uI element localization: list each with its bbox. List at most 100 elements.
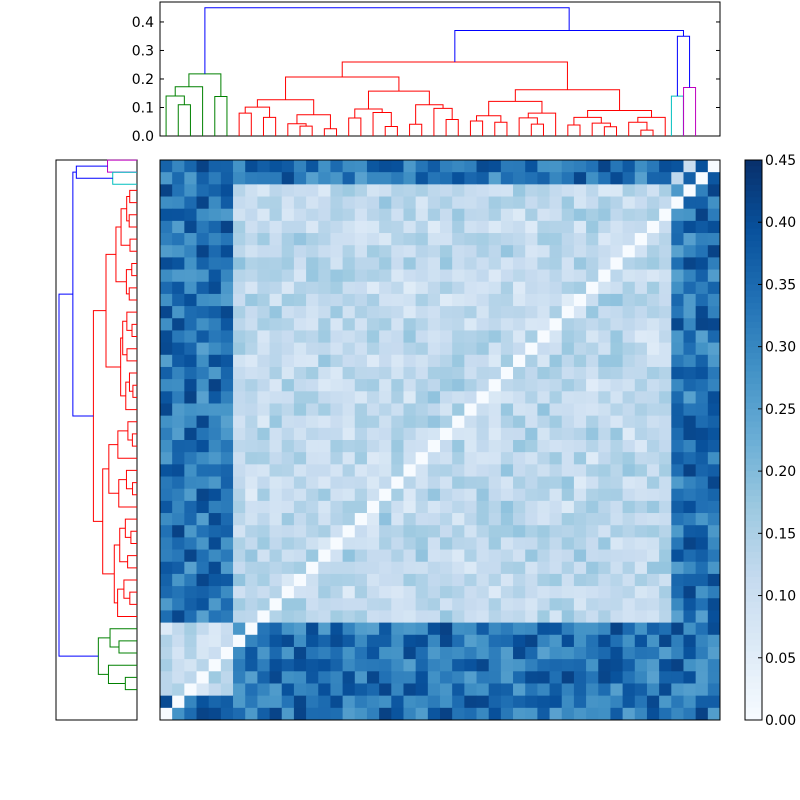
heatmap-cell xyxy=(330,476,343,490)
heatmap-cell xyxy=(464,160,477,173)
heatmap-cell xyxy=(622,293,636,307)
heatmap-cell xyxy=(196,622,210,636)
heatmap-cell xyxy=(172,476,185,490)
heatmap-cell xyxy=(634,427,648,441)
heatmap-cell xyxy=(537,707,550,721)
heatmap-cell xyxy=(220,561,234,575)
heatmap-cell xyxy=(245,683,258,697)
heatmap-cell xyxy=(659,598,672,611)
heatmap-cell xyxy=(257,683,270,697)
top-dendrogram-link xyxy=(256,99,315,115)
heatmap-cell xyxy=(488,464,502,477)
heatmap-cell xyxy=(537,464,550,477)
colorbar-segment xyxy=(745,303,762,310)
heatmap-cell xyxy=(160,391,173,404)
heatmap-cell xyxy=(427,440,441,453)
heatmap-cell xyxy=(440,354,453,368)
heatmap-cell xyxy=(208,488,222,502)
heatmap-cell xyxy=(695,452,709,465)
heatmap-cell xyxy=(598,586,611,599)
top-dendrogram-link xyxy=(488,100,543,116)
heatmap-cell xyxy=(391,476,404,490)
heatmap-cell xyxy=(391,269,404,283)
heatmap-cell xyxy=(354,172,368,185)
heatmap-cell xyxy=(549,208,563,222)
heatmap-cell xyxy=(513,415,526,429)
top-dendrogram-link xyxy=(587,109,653,118)
heatmap-cell xyxy=(646,281,660,295)
heatmap-cell xyxy=(598,476,611,490)
heatmap-cell xyxy=(573,513,587,526)
heatmap-cell xyxy=(172,683,185,697)
heatmap-cell xyxy=(415,208,429,222)
heatmap-cell xyxy=(233,610,246,623)
colorbar-segment xyxy=(745,483,762,491)
heatmap-cell xyxy=(245,573,258,587)
top-dendrogram-link xyxy=(433,107,453,136)
heatmap-cell xyxy=(281,184,295,197)
heatmap-cell xyxy=(500,573,514,587)
heatmap-cell xyxy=(269,220,283,234)
heatmap-cell xyxy=(281,415,295,429)
heatmap-cell xyxy=(610,269,623,283)
heatmap-cell xyxy=(293,707,307,721)
heatmap-cell xyxy=(440,220,453,234)
heatmap-cell xyxy=(269,366,283,380)
heatmap-cell xyxy=(683,281,697,295)
heatmap-cell xyxy=(659,293,672,307)
heatmap-cell xyxy=(452,586,465,599)
heatmap-cell xyxy=(707,269,721,283)
colorbar-segment xyxy=(745,608,762,615)
colorbar-segment xyxy=(745,514,762,522)
top-dendrogram-link xyxy=(469,120,484,136)
heatmap-cell xyxy=(622,196,636,210)
heatmap-cell xyxy=(646,427,660,441)
heatmap-cell xyxy=(318,306,331,319)
heatmap-cell xyxy=(440,659,453,672)
heatmap-cell xyxy=(452,440,465,453)
heatmap-cell xyxy=(525,427,538,441)
heatmap-cell xyxy=(245,549,258,563)
heatmap-cell xyxy=(318,196,331,210)
heatmap-cell xyxy=(306,513,319,526)
heatmap-cell xyxy=(245,695,258,709)
heatmap-cell xyxy=(318,245,331,258)
heatmap-cell xyxy=(513,257,526,270)
heatmap-cell xyxy=(403,695,417,709)
heatmap-cell xyxy=(257,245,270,258)
heatmap-cell xyxy=(646,233,660,246)
colorbar-segment xyxy=(745,583,762,590)
heatmap-cell xyxy=(160,415,173,429)
heatmap-cell xyxy=(464,172,477,185)
heatmap-cell xyxy=(306,464,319,477)
heatmap-cell xyxy=(525,671,538,684)
left-dendrogram-link xyxy=(117,430,137,459)
heatmap-cell xyxy=(500,537,514,550)
heatmap-cell xyxy=(561,354,575,368)
heatmap-cell xyxy=(184,488,197,502)
heatmap-cell xyxy=(646,586,660,599)
heatmap-cell xyxy=(233,245,246,258)
heatmap-cell xyxy=(488,415,502,429)
heatmap-cell xyxy=(354,537,368,550)
heatmap-cell xyxy=(233,257,246,270)
heatmap-cell xyxy=(293,318,307,331)
heatmap-cell xyxy=(330,403,343,417)
colorbar-segment xyxy=(745,539,762,547)
heatmap-cell xyxy=(293,537,307,550)
heatmap-cell xyxy=(671,281,684,295)
colorbar-tick-label: 0.20 xyxy=(765,464,796,480)
heatmap-cell xyxy=(476,281,490,295)
colorbar-segment xyxy=(745,589,762,596)
heatmap-cell xyxy=(172,525,185,538)
heatmap-cell xyxy=(233,464,246,477)
heatmap-cell xyxy=(440,549,453,563)
colorbar-segment xyxy=(745,446,762,453)
heatmap-cell xyxy=(659,488,672,502)
heatmap-cell xyxy=(257,427,270,441)
heatmap-cell xyxy=(476,549,490,563)
heatmap-cell xyxy=(549,269,563,283)
heatmap-cell xyxy=(403,293,417,307)
heatmap-cell xyxy=(330,427,343,441)
heatmap-cell xyxy=(659,671,672,684)
